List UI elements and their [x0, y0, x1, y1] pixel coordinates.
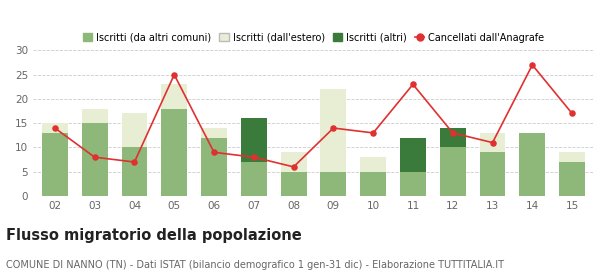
Bar	[479, 133, 505, 152]
Bar	[520, 133, 545, 196]
Bar	[201, 128, 227, 138]
Point	[408, 82, 418, 87]
Text: COMUNE DI NANNO (TN) - Dati ISTAT (bilancio demografico 1 gen-31 dic) - Elaboraz: COMUNE DI NANNO (TN) - Dati ISTAT (bilan…	[6, 260, 504, 270]
Bar	[400, 138, 426, 172]
Bar	[320, 172, 346, 196]
Bar	[82, 109, 107, 123]
Point	[448, 131, 458, 135]
Point	[50, 126, 59, 130]
Bar	[281, 152, 307, 172]
Bar	[440, 148, 466, 196]
Point	[169, 73, 179, 77]
Bar	[42, 123, 68, 133]
Bar	[161, 109, 187, 196]
Point	[209, 150, 219, 155]
Point	[368, 131, 378, 135]
Legend: Iscritti (da altri comuni), Iscritti (dall'estero), Iscritti (altri), Cancellati: Iscritti (da altri comuni), Iscritti (da…	[83, 33, 544, 43]
Bar	[82, 123, 107, 196]
Bar	[360, 172, 386, 196]
Bar	[440, 128, 466, 148]
Point	[90, 155, 100, 159]
Bar	[360, 157, 386, 172]
Bar	[281, 172, 307, 196]
Bar	[42, 133, 68, 196]
Bar	[241, 162, 267, 196]
Point	[130, 160, 139, 164]
Bar	[479, 152, 505, 196]
Point	[488, 140, 497, 145]
Bar	[241, 118, 267, 162]
Bar	[320, 89, 346, 172]
Point	[289, 165, 298, 169]
Bar	[559, 152, 585, 162]
Bar	[122, 113, 148, 148]
Bar	[559, 162, 585, 196]
Point	[527, 63, 537, 67]
Text: Flusso migratorio della popolazione: Flusso migratorio della popolazione	[6, 228, 302, 243]
Bar	[161, 84, 187, 109]
Bar	[122, 148, 148, 196]
Point	[249, 155, 259, 159]
Point	[568, 111, 577, 116]
Bar	[400, 172, 426, 196]
Point	[329, 126, 338, 130]
Bar	[201, 138, 227, 196]
